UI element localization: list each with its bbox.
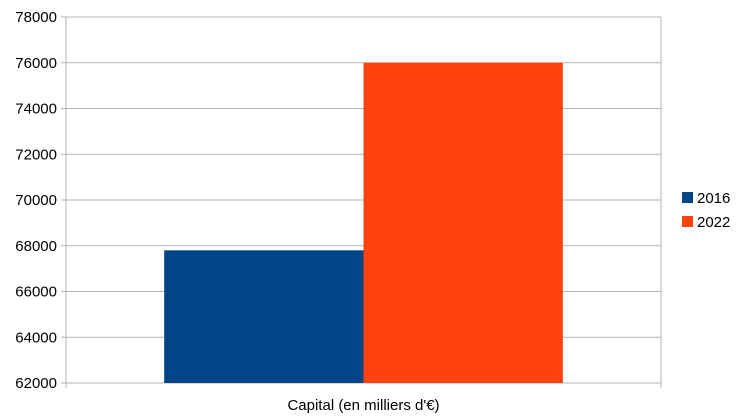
y-tick-label: 68000 [15,238,57,255]
y-tick-label: 66000 [15,284,57,301]
x-category-label: Capital (en milliers d'€) [287,397,439,414]
y-tick-label: 64000 [15,329,57,346]
bar-2022 [363,62,563,383]
legend: 2016 2022 [682,190,730,231]
y-tick-label: 74000 [15,101,57,118]
y-tick-label: 78000 [15,9,57,26]
gridlines [61,16,661,384]
y-tick-labels: 62000 64000 66000 68000 70000 72000 74000 76000… [15,9,57,392]
legend-label-2022: 2022 [697,214,730,231]
legend-swatch-2022 [682,216,693,227]
y-tick-label: 72000 [15,146,57,163]
axes [65,17,662,388]
bar-2016 [164,250,364,383]
y-tick-label: 70000 [15,192,57,209]
y-tick-label: 76000 [15,55,57,72]
x-category-labels: Capital (en milliers d'€) [287,397,439,414]
legend-swatch-2016 [682,192,693,203]
legend-label-2016: 2016 [697,190,730,207]
bars [164,62,563,383]
y-tick-label: 62000 [15,375,57,392]
